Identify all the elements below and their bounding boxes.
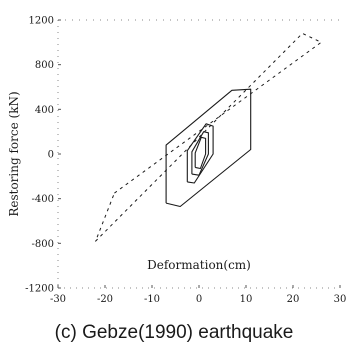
x-tick-label: -10 xyxy=(144,294,160,305)
hysteresis-chart: -1200 -800 -400 0 400 800 1200 -30 -20 -10 0 10 20 3… xyxy=(7,16,346,306)
x-tick-label: -30 xyxy=(50,294,66,305)
figure-caption: (c) Gebze(1990) earthquake xyxy=(54,322,294,343)
series-1-line xyxy=(165,88,252,208)
series-2-line xyxy=(186,123,214,184)
y-tick-label: -800 xyxy=(32,239,54,250)
x-tick-label: 0 xyxy=(196,294,202,305)
y-tick-label: -400 xyxy=(32,194,54,205)
series-3-line xyxy=(191,131,209,176)
y-tick-label: -1200 xyxy=(25,284,54,295)
y-tick-label: 1200 xyxy=(29,16,54,27)
series-0-line xyxy=(95,32,322,242)
series-4-line xyxy=(194,136,207,170)
y-tick-label: 0 xyxy=(48,150,54,161)
y-tick-labels: -1200 -800 -400 0 400 800 1200 xyxy=(25,16,61,295)
y-axis-label: Restoring force (kN) xyxy=(7,91,21,216)
x-axis-label: Deformation(cm) xyxy=(147,258,251,272)
plot-frame xyxy=(57,19,340,289)
y-tick-label: 400 xyxy=(35,105,54,116)
x-tick-label: -20 xyxy=(97,294,113,305)
x-tick-label: 30 xyxy=(334,294,347,305)
x-tick-label: 20 xyxy=(287,294,300,305)
x-tick-labels: -30 -20 -10 0 10 20 30 xyxy=(50,285,346,305)
series-layer xyxy=(95,32,322,242)
x-tick-label: 10 xyxy=(240,294,253,305)
y-tick-label: 800 xyxy=(35,60,54,71)
